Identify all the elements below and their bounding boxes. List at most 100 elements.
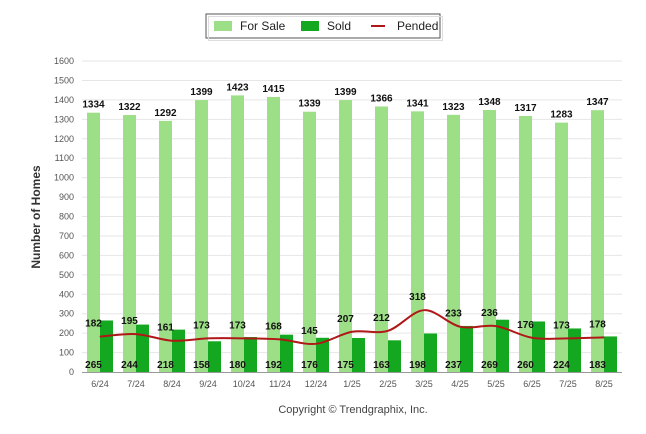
bar-sold [352, 337, 365, 372]
for-sale-value-label: 1292 [154, 108, 177, 119]
legend-swatch [214, 21, 232, 31]
bar-sold [208, 341, 221, 372]
pended-value-label: 207 [337, 314, 354, 325]
for-sale-value-label: 1348 [478, 97, 501, 108]
bar-for-sale [519, 116, 532, 373]
bar-for-sale [195, 100, 208, 373]
pended-point [171, 340, 173, 342]
x-tick-label: 8/25 [595, 379, 613, 389]
pended-value-label: 182 [85, 319, 102, 330]
x-tick-label: 9/24 [199, 379, 217, 389]
x-tick-label: 1/25 [343, 379, 361, 389]
bar-for-sale [411, 111, 424, 372]
for-sale-value-label: 1399 [190, 87, 213, 98]
legend[interactable]: For Sale Sold Pended [205, 13, 443, 41]
for-sale-value-label: 1399 [334, 87, 357, 98]
bar-for-sale [483, 109, 496, 373]
bar-for-sale [231, 95, 244, 373]
x-tick-label: 6/25 [523, 379, 541, 389]
x-tick-label: 5/25 [487, 379, 505, 389]
pended-value-label: 173 [553, 320, 570, 331]
sold-value-label: 176 [301, 360, 318, 371]
bar-sold [388, 340, 401, 372]
y-tick-label: 0 [69, 367, 74, 377]
bar-sold [136, 324, 149, 372]
pended-point [279, 338, 281, 340]
x-tick-label: 10/24 [233, 379, 256, 389]
bars [87, 95, 617, 373]
y-tick-label: 1600 [54, 56, 74, 66]
bar-sold [568, 328, 581, 372]
for-sale-value-label: 1317 [514, 103, 537, 114]
y-tick-label: 600 [59, 250, 74, 260]
y-tick-label: 1200 [54, 134, 74, 144]
for-sale-value-label: 1283 [550, 110, 573, 121]
bar-for-sale [123, 115, 136, 372]
pended-point [495, 325, 497, 327]
pended-point [135, 333, 137, 335]
sold-value-label: 163 [373, 360, 390, 371]
copyright-text: Copyright © Trendgraphix, Inc. [278, 404, 427, 416]
sold-value-label: 269 [481, 360, 498, 371]
legend-item[interactable]: For Sale [214, 19, 286, 33]
pended-value-label: 195 [121, 316, 138, 327]
x-tick-label: 2/25 [379, 379, 397, 389]
pended-value-label: 178 [589, 319, 606, 330]
legend-item[interactable]: Pended [371, 19, 438, 33]
bar-sold [532, 321, 545, 372]
pended-point [207, 337, 209, 339]
pended-point [351, 331, 353, 333]
x-tick-label: 7/24 [127, 379, 145, 389]
pended-point [423, 309, 425, 311]
pended-point [387, 330, 389, 332]
pended-value-label: 161 [157, 323, 174, 334]
for-sale-value-label: 1366 [370, 93, 393, 104]
pended-value-label: 212 [373, 313, 390, 324]
pended-value-label: 145 [301, 326, 318, 337]
axes: 0 100 200 300 400 500 600 700 800 900 1000 1100 1200… [54, 56, 622, 389]
sold-value-label: 158 [193, 360, 210, 371]
bar-for-sale [339, 100, 352, 373]
pended-value-label: 233 [445, 309, 462, 320]
pended-value-label: 173 [193, 320, 210, 331]
y-tick-label: 100 [59, 348, 74, 358]
sold-value-label: 175 [337, 360, 354, 371]
bar-sold [460, 325, 473, 372]
bar-sold [496, 319, 509, 372]
bar-sold [280, 334, 293, 372]
legend-label: Pended [397, 19, 438, 33]
pended-value-label: 173 [229, 320, 246, 331]
bar-for-sale [159, 120, 172, 373]
pended-point [315, 343, 317, 345]
y-tick-label: 1300 [54, 114, 74, 124]
x-tick-label: 11/24 [269, 379, 291, 389]
sold-value-label: 180 [229, 360, 246, 371]
for-sale-value-label: 1423 [226, 82, 249, 93]
for-sale-value-label: 1415 [262, 84, 285, 95]
legend-swatch [301, 21, 319, 31]
x-tick-label: 7/25 [559, 379, 577, 389]
sold-value-label: 198 [409, 360, 426, 371]
pended-value-label: 168 [265, 321, 282, 332]
bar-for-sale [591, 110, 604, 372]
y-tick-label: 500 [59, 270, 74, 280]
pended-point [567, 337, 569, 339]
legend-label: For Sale [240, 19, 286, 33]
pended-value-label: 236 [481, 308, 498, 319]
sold-value-label: 237 [445, 360, 462, 371]
y-tick-label: 700 [59, 231, 74, 241]
x-tick-label: 8/24 [163, 379, 181, 389]
y-tick-label: 400 [59, 289, 74, 299]
bar-for-sale [87, 112, 100, 373]
y-tick-label: 800 [59, 212, 74, 222]
legend-label: Sold [327, 19, 351, 33]
y-tick-label: 1000 [54, 173, 74, 183]
x-tick-label: 6/24 [91, 379, 109, 389]
for-sale-value-label: 1334 [82, 100, 105, 111]
pended-value-label: 176 [517, 320, 534, 331]
for-sale-value-label: 1323 [442, 102, 465, 113]
pended-point [99, 336, 101, 338]
legend-item[interactable]: Sold [301, 19, 351, 33]
for-sale-value-label: 1322 [118, 102, 141, 113]
